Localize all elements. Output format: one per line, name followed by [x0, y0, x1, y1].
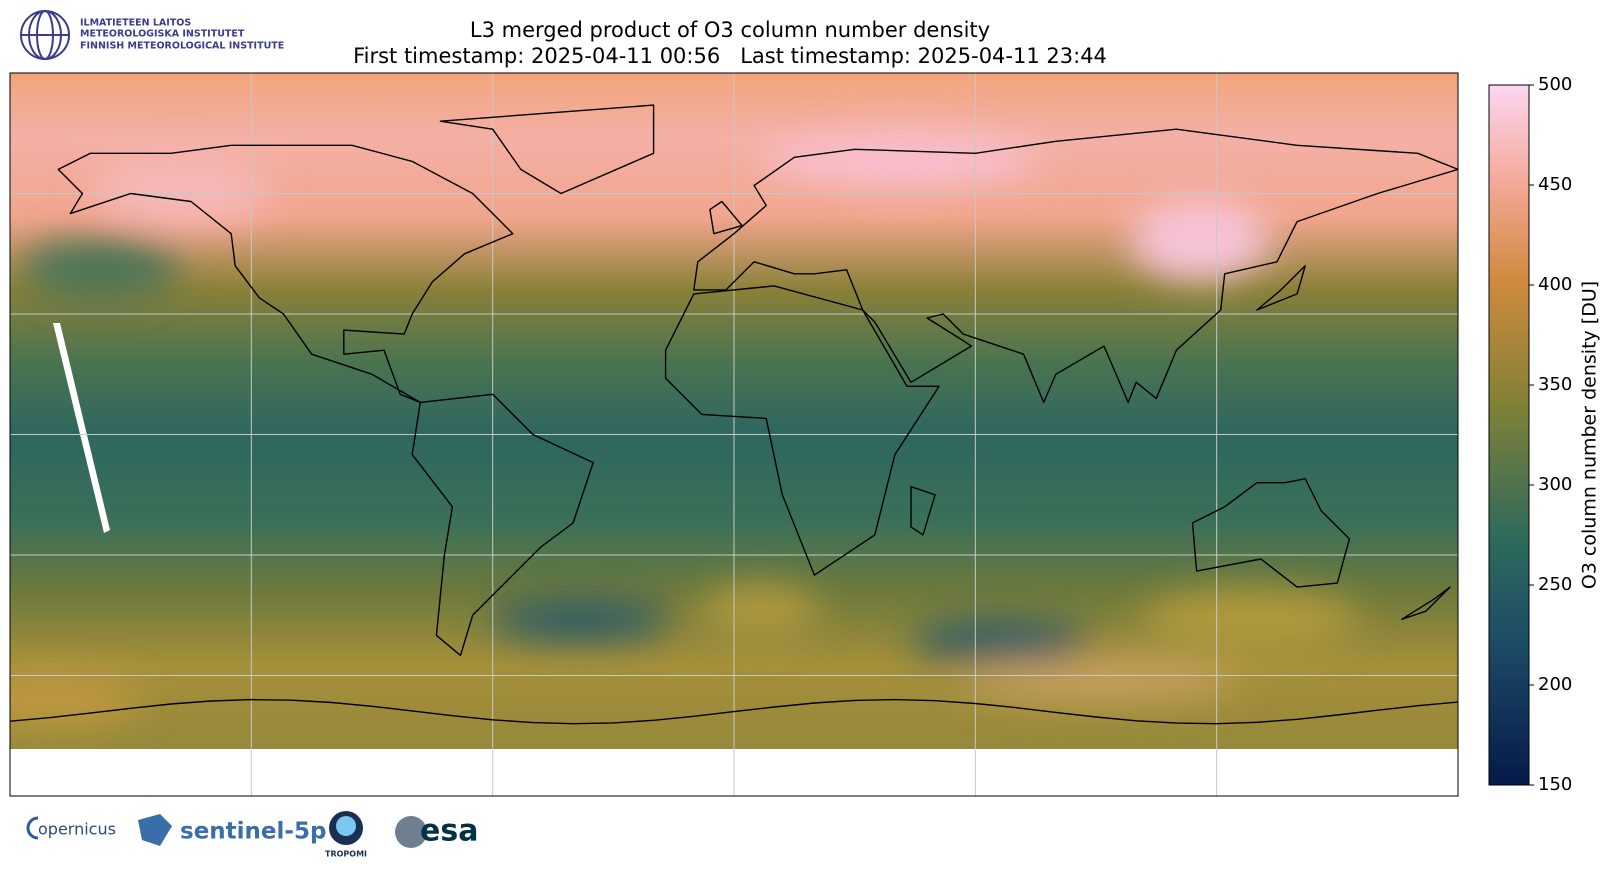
colorbar-tick-label: 200: [1538, 674, 1572, 695]
coastline: [664, 285, 940, 576]
coastline: [709, 200, 743, 235]
footer-logos: opernicus sentinel-5p TROPOMI esa: [26, 811, 478, 859]
institute-name: FINNISH METEOROLOGICAL INSTITUTE: [80, 41, 284, 52]
esa-icon: [395, 816, 427, 848]
coastline: [1256, 265, 1306, 311]
colorbar-label: O3 column number density [DU]: [1579, 281, 1601, 589]
copernicus-icon: [26, 816, 39, 840]
coastline: [910, 486, 936, 536]
institute-name: ILMATIETEEN LAITOS: [80, 18, 191, 29]
colorbar-tick-label: 300: [1538, 474, 1572, 495]
colorbar-tick-label: 400: [1538, 274, 1572, 295]
coastline: [1191, 478, 1351, 588]
colorbar-tick-label: 450: [1538, 174, 1572, 195]
colorbar-tick-label: 500: [1538, 74, 1572, 95]
colorbar-tick-label: 250: [1538, 574, 1572, 595]
ozone-texture: [10, 135, 1360, 725]
logo-text: esa: [420, 814, 478, 849]
coastline: [10, 698, 1458, 725]
logo-text: opernicus: [38, 820, 116, 839]
tropomi-icon: [336, 816, 356, 836]
coastline: [693, 128, 1458, 404]
fmi-logo: [20, 10, 70, 60]
no-data: [53, 323, 110, 533]
coastline: [411, 393, 594, 657]
map-frame: [9, 72, 1459, 797]
coastline: [1401, 586, 1451, 620]
logo-text: sentinel-5p: [180, 819, 326, 845]
coastline: [57, 144, 514, 404]
colorbar-tick-label: 350: [1538, 374, 1572, 395]
map: [10, 73, 1458, 796]
coastline: [439, 104, 655, 195]
colorbar-tick-label: 150: [1538, 774, 1572, 795]
title: L3 merged product of O3 column number de…: [470, 18, 990, 42]
logo-text: TROPOMI: [325, 850, 367, 859]
institute-name: METEOROLOGISKA INSTITUTET: [80, 29, 245, 40]
colorbar: [1488, 84, 1530, 786]
sentinel-icon: [138, 814, 172, 846]
subtitle: First timestamp: 2025-04-11 00:56 Last t…: [353, 44, 1107, 68]
